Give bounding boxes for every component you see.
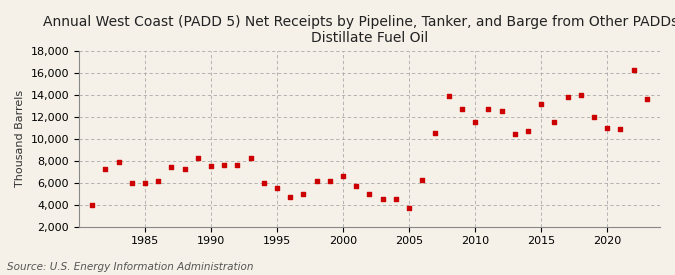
Point — [126, 180, 137, 185]
Point — [140, 180, 151, 185]
Point — [100, 167, 111, 172]
Point — [113, 160, 124, 164]
Point — [311, 179, 322, 184]
Point — [615, 126, 626, 131]
Point — [325, 179, 335, 184]
Point — [641, 97, 652, 101]
Point — [232, 163, 243, 167]
Point — [192, 156, 203, 161]
Point — [430, 131, 441, 135]
Point — [562, 95, 573, 99]
Point — [575, 92, 586, 97]
Point — [206, 164, 217, 168]
Point — [549, 120, 560, 124]
Point — [298, 191, 309, 196]
Point — [86, 202, 97, 207]
Point — [628, 68, 639, 73]
Point — [470, 120, 481, 124]
Point — [351, 184, 362, 188]
Point — [166, 165, 177, 169]
Y-axis label: Thousand Barrels: Thousand Barrels — [15, 90, 25, 187]
Point — [510, 132, 520, 136]
Point — [602, 125, 613, 130]
Point — [443, 94, 454, 98]
Title: Annual West Coast (PADD 5) Net Receipts by Pipeline, Tanker, and Barge from Othe: Annual West Coast (PADD 5) Net Receipts … — [43, 15, 675, 45]
Point — [179, 167, 190, 172]
Point — [245, 156, 256, 161]
Text: Source: U.S. Energy Information Administration: Source: U.S. Energy Information Administ… — [7, 262, 253, 272]
Point — [364, 191, 375, 196]
Point — [271, 186, 282, 190]
Point — [589, 114, 599, 119]
Point — [404, 206, 414, 210]
Point — [153, 179, 163, 184]
Point — [390, 197, 401, 201]
Point — [536, 102, 547, 107]
Point — [219, 163, 230, 167]
Point — [522, 129, 533, 133]
Point — [338, 174, 348, 178]
Point — [377, 197, 388, 201]
Point — [259, 180, 269, 185]
Point — [417, 178, 428, 183]
Point — [456, 107, 467, 111]
Point — [496, 109, 507, 113]
Point — [285, 195, 296, 199]
Point — [483, 107, 493, 111]
